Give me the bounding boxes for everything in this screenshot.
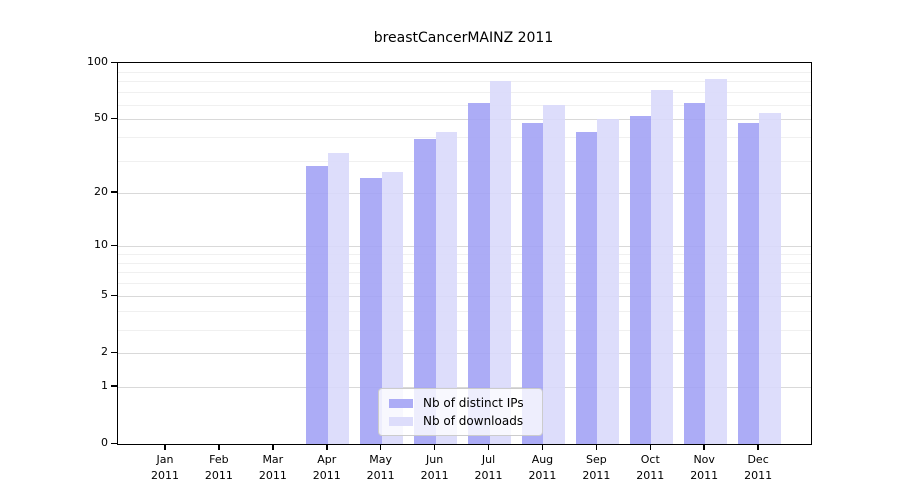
x-tick-label-jul: Jul 2011 <box>474 453 503 482</box>
y-tick-label-0: 0 <box>101 436 108 449</box>
gridline-major-10 <box>118 246 811 248</box>
bar-downloads-jul <box>489 81 512 444</box>
gridline-minor-70 <box>118 92 811 94</box>
gridline-major-2 <box>118 353 811 355</box>
y-tick-20 <box>111 191 117 193</box>
x-tick-label-dec: Dec 2011 <box>744 453 773 482</box>
y-tick-1 <box>111 385 117 387</box>
x-tick-aug <box>541 444 544 450</box>
y-tick-100 <box>111 61 117 63</box>
x-tick-apr <box>326 444 328 450</box>
x-tick-label-mar: Mar 2011 <box>258 453 287 482</box>
gridline-major-1 <box>118 386 811 388</box>
y-tick-label-20: 20 <box>94 184 108 198</box>
gridline-minor-3 <box>118 329 811 331</box>
legend-label: Nb of downloads <box>423 414 524 428</box>
gridline-minor-9 <box>118 253 811 255</box>
bar-downloads-sep <box>597 119 619 444</box>
gridline-major-20 <box>118 192 811 194</box>
legend-item: Nb of downloads <box>389 414 534 428</box>
bar-distinct-ips-dec <box>737 122 760 444</box>
x-tick-label-feb: Feb 2011 <box>204 453 233 482</box>
gridline-major-50 <box>118 119 811 121</box>
x-tick-oct <box>649 444 652 450</box>
x-tick-label-jan: Jan 2011 <box>151 453 179 482</box>
bar-downloads-apr <box>327 152 350 444</box>
gridline-minor-8 <box>118 262 811 264</box>
bar-distinct-ips-may <box>360 178 382 444</box>
chart-title: breastCancerMAINZ 2011 <box>373 30 554 46</box>
bar-downloads-nov <box>705 79 727 444</box>
y-tick-50 <box>111 117 117 120</box>
x-tick-mar <box>272 444 274 450</box>
gridline-minor-30 <box>118 160 811 162</box>
gridline-minor-4 <box>118 311 811 313</box>
y-tick-label-100: 100 <box>87 55 108 68</box>
x-tick-feb <box>218 444 220 450</box>
x-tick-label-apr: Apr 2011 <box>312 453 341 482</box>
bar-distinct-ips-jul <box>467 103 490 444</box>
x-tick-dec <box>757 444 759 450</box>
x-tick-label-sep: Sep 2011 <box>582 453 611 482</box>
legend: Nb of distinct IPs Nb of downloads <box>378 388 543 436</box>
x-tick-may <box>379 444 382 450</box>
y-tick-label-2: 2 <box>101 345 108 359</box>
x-tick-jun <box>433 444 436 450</box>
bar-distinct-ips-apr <box>306 166 328 444</box>
x-tick-label-oct: Oct 2011 <box>636 453 665 482</box>
y-tick-label-1: 1 <box>101 378 108 392</box>
x-tick-sep <box>595 444 598 450</box>
x-tick-label-nov: Nov 2011 <box>690 453 719 482</box>
bar-distinct-ips-aug <box>521 122 544 444</box>
gridline-minor-60 <box>118 104 811 106</box>
bar-downloads-jun <box>435 131 458 444</box>
bar-downloads-dec <box>759 113 781 444</box>
legend-swatch-icon <box>389 416 413 426</box>
x-tick-jul <box>487 444 490 450</box>
gridline-minor-80 <box>118 81 811 83</box>
y-tick-2 <box>111 351 117 354</box>
legend-label: Nb of distinct IPs <box>423 396 524 410</box>
gridline-major-5 <box>118 296 811 298</box>
y-tick-label-50: 50 <box>94 111 108 125</box>
bar-downloads-oct <box>651 89 673 444</box>
y-tick-label-5: 5 <box>101 288 108 302</box>
x-tick-jan <box>164 444 166 450</box>
bar-downloads-aug <box>543 104 566 444</box>
bar-distinct-ips-jun <box>414 139 436 444</box>
x-tick-label-aug: Aug 2011 <box>528 453 557 482</box>
bar-downloads-may <box>381 171 404 444</box>
x-tick-label-may: May 2011 <box>366 453 395 482</box>
x-tick-nov <box>703 444 705 450</box>
bar-distinct-ips-sep <box>575 131 598 444</box>
y-tick-5 <box>111 294 117 297</box>
plot-area <box>117 62 812 445</box>
gridline-minor-7 <box>118 272 811 274</box>
bar-distinct-ips-oct <box>629 116 652 444</box>
bar-distinct-ips-nov <box>683 103 706 444</box>
legend-swatch-icon <box>389 398 413 408</box>
y-tick-label-10: 10 <box>94 238 108 252</box>
x-tick-label-jun: Jun 2011 <box>420 453 449 482</box>
y-tick-10 <box>111 244 117 247</box>
gridline-minor-90 <box>118 71 811 73</box>
legend-item: Nb of distinct IPs <box>389 396 534 410</box>
gridline-minor-6 <box>118 283 811 285</box>
gridline-minor-40 <box>118 137 811 139</box>
y-tick-0 <box>111 442 117 444</box>
